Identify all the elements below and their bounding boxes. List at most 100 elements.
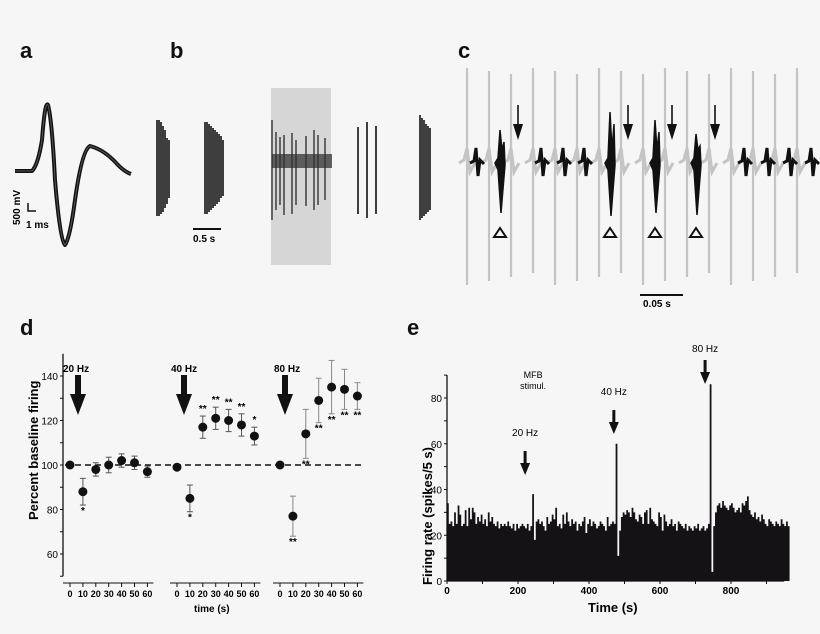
triangle-marker-icon — [647, 226, 663, 238]
scale-label-voltage: 500 mV — [12, 190, 23, 225]
d-ytick: 140 — [41, 372, 58, 383]
e-ytick: 0 — [436, 577, 442, 588]
stimulation-shade — [271, 88, 331, 265]
scale-label-time: 1 ms — [26, 220, 49, 231]
data-point — [224, 416, 234, 425]
panel-letter-d: d — [20, 315, 34, 340]
significance-mark: * — [81, 506, 85, 517]
stim-frequency-label: 20 Hz — [512, 428, 538, 439]
d-xtick: 20 — [301, 589, 311, 599]
e-ytick: 20 — [431, 531, 443, 542]
triangle-marker-icon — [688, 226, 704, 238]
e-ytick: 80 — [431, 394, 443, 405]
significance-mark: ** — [341, 410, 349, 421]
d-xtick: 40 — [117, 589, 127, 599]
panel-c-traces — [458, 68, 820, 285]
data-point — [301, 429, 311, 439]
panel-a-waveform — [15, 102, 132, 247]
d-xtick: 20 — [198, 589, 208, 599]
d-ytick: 80 — [47, 506, 59, 517]
e-ylabel: Firing rate (spikes/5 s) — [420, 447, 435, 585]
stim-frequency-label: 40 Hz — [171, 364, 197, 375]
e-xtick: 0 — [444, 586, 450, 597]
d-xtick: 30 — [314, 589, 324, 599]
down-arrow-icon — [520, 463, 531, 475]
data-point — [288, 511, 298, 521]
down-arrow-icon — [608, 422, 619, 434]
d-ylabel: Percent baseline firing — [26, 381, 41, 520]
scale-label-c: 0.05 s — [643, 299, 671, 310]
d-ytick: 60 — [47, 550, 59, 561]
data-point — [185, 493, 195, 503]
stim-frequency-label: 40 Hz — [601, 387, 627, 398]
stim-frequency-label: 20 Hz — [63, 364, 89, 375]
d-xlabel: time (s) — [194, 604, 230, 615]
scale-bar-icon — [27, 203, 36, 212]
d-xtick: 20 — [91, 589, 101, 599]
data-point — [91, 464, 101, 474]
panel-letter-b: b — [170, 38, 184, 63]
d-xtick: 60 — [352, 589, 362, 599]
d-xtick: 10 — [288, 589, 298, 599]
e-xtick: 800 — [723, 586, 740, 597]
data-point — [275, 460, 285, 470]
d-xtick: 10 — [185, 589, 195, 599]
significance-mark: ** — [212, 395, 220, 406]
data-point — [130, 458, 139, 468]
d-xtick: 30 — [211, 589, 221, 599]
d-xtick: 60 — [142, 589, 152, 599]
down-arrow-icon — [667, 124, 677, 140]
panel-letter-e: e — [407, 315, 420, 340]
down-arrow-icon — [176, 394, 192, 415]
d-xtick: 40 — [327, 589, 337, 599]
data-point — [172, 462, 182, 472]
e-xlabel: Time (s) — [588, 600, 638, 615]
histogram-bars — [447, 384, 790, 581]
down-arrow-icon — [277, 394, 293, 415]
e-ytick: 40 — [431, 486, 443, 497]
panel-b-traces — [156, 88, 431, 265]
d-xtick: 0 — [277, 589, 282, 599]
significance-mark: * — [252, 415, 256, 426]
e-xtick: 400 — [581, 586, 598, 597]
d-ytick: 120 — [41, 417, 58, 428]
triangle-marker-icon — [492, 226, 508, 238]
e-xtick: 600 — [652, 586, 669, 597]
data-point — [142, 467, 152, 477]
annotation-mfb: stimul. — [520, 381, 546, 391]
triangle-marker-icon — [602, 226, 618, 238]
data-point — [327, 382, 337, 392]
data-point — [237, 420, 246, 430]
significance-mark: ** — [302, 459, 310, 470]
significance-mark: ** — [199, 404, 207, 415]
down-arrow-icon — [700, 372, 711, 384]
stim-frequency-label: 80 Hz — [274, 364, 300, 375]
scale-label-b: 0.5 s — [193, 234, 216, 245]
data-point — [117, 456, 127, 466]
down-arrow-icon — [513, 124, 523, 140]
d-xtick: 60 — [249, 589, 259, 599]
data-point — [314, 395, 324, 405]
significance-mark: ** — [328, 415, 336, 426]
data-point — [340, 384, 349, 394]
d-xtick: 30 — [104, 589, 114, 599]
data-point — [104, 460, 114, 470]
down-arrow-icon — [623, 124, 633, 140]
significance-mark: ** — [354, 410, 362, 421]
e-xtick: 200 — [510, 586, 527, 597]
significance-mark: ** — [289, 537, 297, 548]
significance-mark: ** — [225, 397, 233, 408]
e-ytick: 60 — [431, 440, 443, 451]
data-point — [78, 487, 88, 497]
stim-frequency-label: 80 Hz — [692, 344, 718, 355]
d-xtick: 10 — [78, 589, 88, 599]
panel-letter-a: a — [20, 38, 33, 63]
data-point — [65, 460, 75, 470]
significance-mark: ** — [238, 402, 246, 413]
data-point — [249, 431, 259, 441]
significance-mark: * — [188, 513, 192, 524]
d-xtick: 50 — [236, 589, 246, 599]
